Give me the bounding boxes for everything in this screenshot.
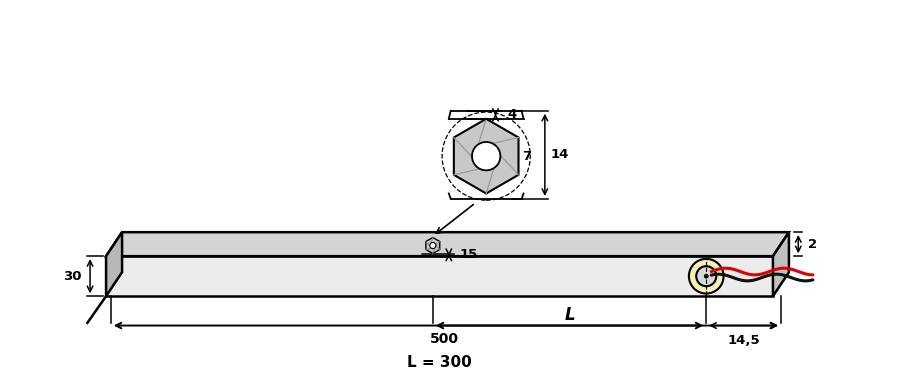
Polygon shape [106,256,773,296]
Polygon shape [425,238,440,254]
Text: 4: 4 [507,108,516,121]
Text: 14: 14 [550,148,569,161]
Text: 30: 30 [63,270,82,283]
Circle shape [689,259,723,293]
Text: L = 300: L = 300 [407,356,471,370]
Polygon shape [106,232,789,256]
Text: 14,5: 14,5 [727,334,760,346]
Text: L: L [564,306,575,324]
Circle shape [430,243,436,249]
Text: 15: 15 [460,248,478,262]
Polygon shape [454,119,518,194]
Circle shape [697,266,716,286]
Text: 2: 2 [808,238,817,251]
Circle shape [472,142,500,170]
Text: 500: 500 [430,332,459,346]
Text: 7: 7 [522,150,531,163]
Circle shape [704,274,709,278]
Polygon shape [106,232,122,296]
Polygon shape [773,232,789,296]
